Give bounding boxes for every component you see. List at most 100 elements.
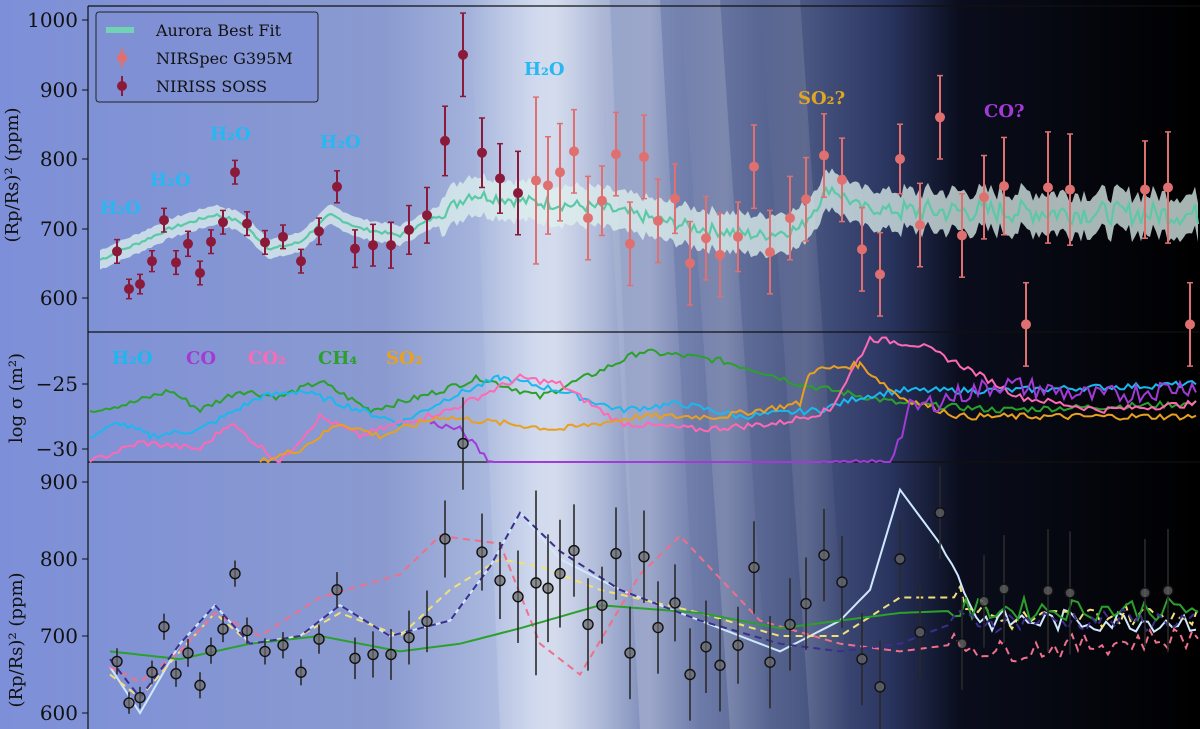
cross-section-line <box>259 360 1197 464</box>
data-point <box>669 564 681 642</box>
data-point <box>147 249 157 273</box>
marker <box>610 547 622 560</box>
marker <box>1162 584 1174 597</box>
data-point <box>476 513 488 591</box>
top-data-points <box>112 12 1195 367</box>
data-point <box>295 659 307 686</box>
data-point <box>241 617 253 644</box>
ytick-label: −30 <box>36 437 78 461</box>
marker <box>669 597 681 609</box>
marker <box>914 626 926 638</box>
legend-co2: CO₂ <box>248 348 286 369</box>
marker <box>195 267 205 278</box>
data-point <box>979 154 989 240</box>
marker <box>568 544 580 557</box>
marker <box>1140 184 1150 195</box>
data-point <box>543 136 553 235</box>
ytick-label: 800 <box>40 547 78 571</box>
data-point <box>1163 131 1173 244</box>
marker <box>596 599 608 611</box>
data-point <box>403 610 415 665</box>
marker <box>800 597 812 610</box>
marker <box>331 584 343 596</box>
marker <box>611 149 621 160</box>
data-point <box>1140 140 1150 239</box>
data-point <box>146 660 158 684</box>
data-point <box>748 521 760 614</box>
model-curve <box>109 594 1199 661</box>
model-uncertainty-band <box>100 168 1198 270</box>
data-point <box>837 137 847 223</box>
marker <box>733 231 743 242</box>
marker <box>182 647 194 659</box>
marker <box>670 193 680 204</box>
data-point <box>732 606 744 684</box>
data-point <box>857 206 867 292</box>
data-point <box>124 278 134 300</box>
annotation-h2o: H₂O <box>210 124 251 145</box>
data-point <box>259 638 271 665</box>
marker <box>836 576 848 588</box>
data-point <box>749 124 759 210</box>
marker <box>1064 587 1076 599</box>
marker <box>495 173 505 184</box>
ytick-label: 1000 <box>27 8 78 32</box>
data-point <box>296 248 306 274</box>
data-point <box>206 229 216 255</box>
bottom-panel-ylabel: (Rp/Rs)² (ppm) <box>6 572 27 707</box>
ytick-label: 900 <box>40 78 78 102</box>
data-point <box>856 612 868 706</box>
data-point <box>458 12 468 98</box>
legend-label-niriss: NIRISS SOSS <box>156 77 267 96</box>
data-point <box>914 585 926 679</box>
marker <box>112 246 122 257</box>
data-point <box>182 639 194 667</box>
data-point <box>159 207 169 233</box>
marker <box>440 135 450 146</box>
middle-panel-ylabel: log σ (m²) <box>6 353 27 443</box>
marker <box>1185 319 1195 330</box>
marker <box>784 618 796 631</box>
marker <box>597 195 607 206</box>
marker <box>625 238 635 249</box>
data-point <box>218 209 228 235</box>
marker <box>582 618 594 631</box>
data-point <box>457 397 469 490</box>
data-point <box>765 209 775 295</box>
marker <box>386 240 396 251</box>
marker <box>206 236 216 247</box>
marker <box>857 244 867 255</box>
marker <box>895 154 905 164</box>
data-point <box>171 249 181 276</box>
marker <box>421 615 433 628</box>
marker <box>296 256 306 267</box>
marker <box>818 549 830 561</box>
data-point <box>349 637 361 680</box>
marker <box>701 233 711 244</box>
marker <box>748 561 760 574</box>
data-point <box>205 637 217 664</box>
bottom-data-points <box>111 397 1174 729</box>
top-annotations: H₂O H₂O H₂O H₂O H₂O SO₂? CO? <box>100 59 1025 219</box>
marker <box>158 621 170 633</box>
marker <box>458 49 468 60</box>
marker <box>147 256 157 267</box>
ytick-label: 700 <box>40 624 78 648</box>
cross-section-line <box>429 376 1197 464</box>
data-point <box>894 520 906 598</box>
marker <box>123 697 135 709</box>
data-point <box>512 550 524 643</box>
data-point <box>569 108 579 194</box>
data-point <box>495 142 505 214</box>
marker <box>171 257 181 268</box>
data-point <box>531 96 541 265</box>
data-point <box>915 182 925 268</box>
marker <box>439 533 451 545</box>
marker <box>530 577 542 589</box>
marker <box>403 631 415 644</box>
marker <box>230 167 240 178</box>
data-point <box>111 648 123 675</box>
data-point <box>195 260 205 286</box>
legend-label-nirspec: NIRSpec G395M <box>156 49 293 68</box>
data-point <box>439 500 451 578</box>
